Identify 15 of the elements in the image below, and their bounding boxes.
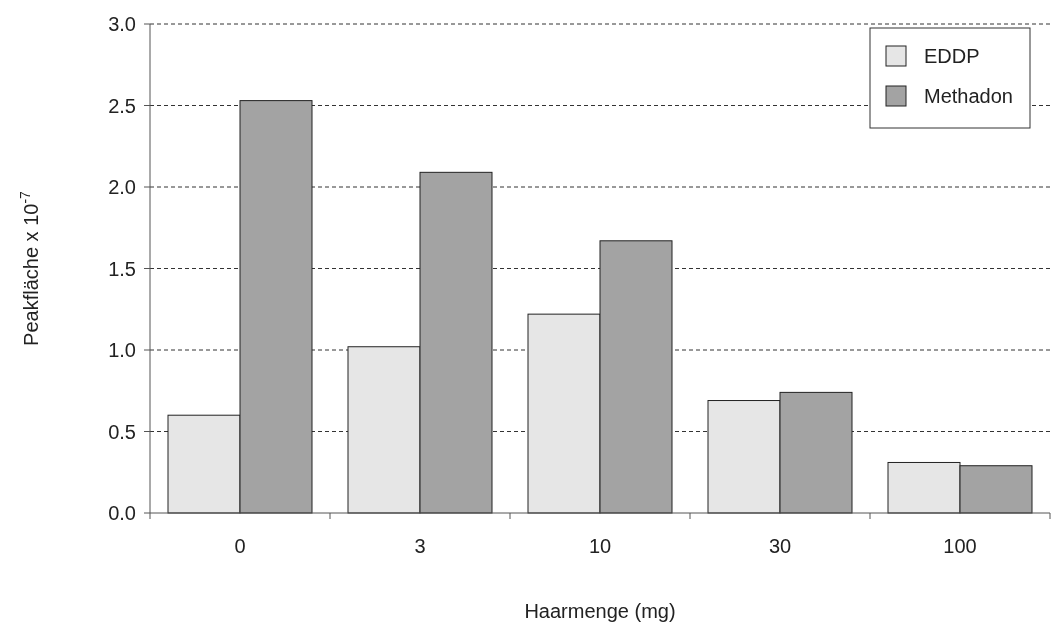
x-tick-label: 0 [234, 535, 246, 557]
y-tick-label: 2.0 [108, 176, 136, 198]
x-tick-label: 3 [414, 535, 426, 557]
x-axis-title: Haarmenge (mg) [524, 600, 676, 622]
legend-label: EDDP [924, 45, 980, 67]
y-tick-label: 1.5 [108, 257, 136, 280]
y-tick-label: 3.0 [108, 13, 136, 35]
y-tick-label: 2.5 [108, 94, 136, 117]
legend-label: Methadon [924, 85, 1013, 107]
y-tick-label: 1.0 [108, 339, 136, 361]
y-tick-label: 0.5 [108, 420, 136, 443]
y-tick-label: 0.0 [108, 502, 136, 524]
x-tick-label: 30 [768, 535, 792, 557]
x-tick-label: 100 [943, 535, 977, 557]
x-tick-label: 10 [588, 535, 612, 557]
